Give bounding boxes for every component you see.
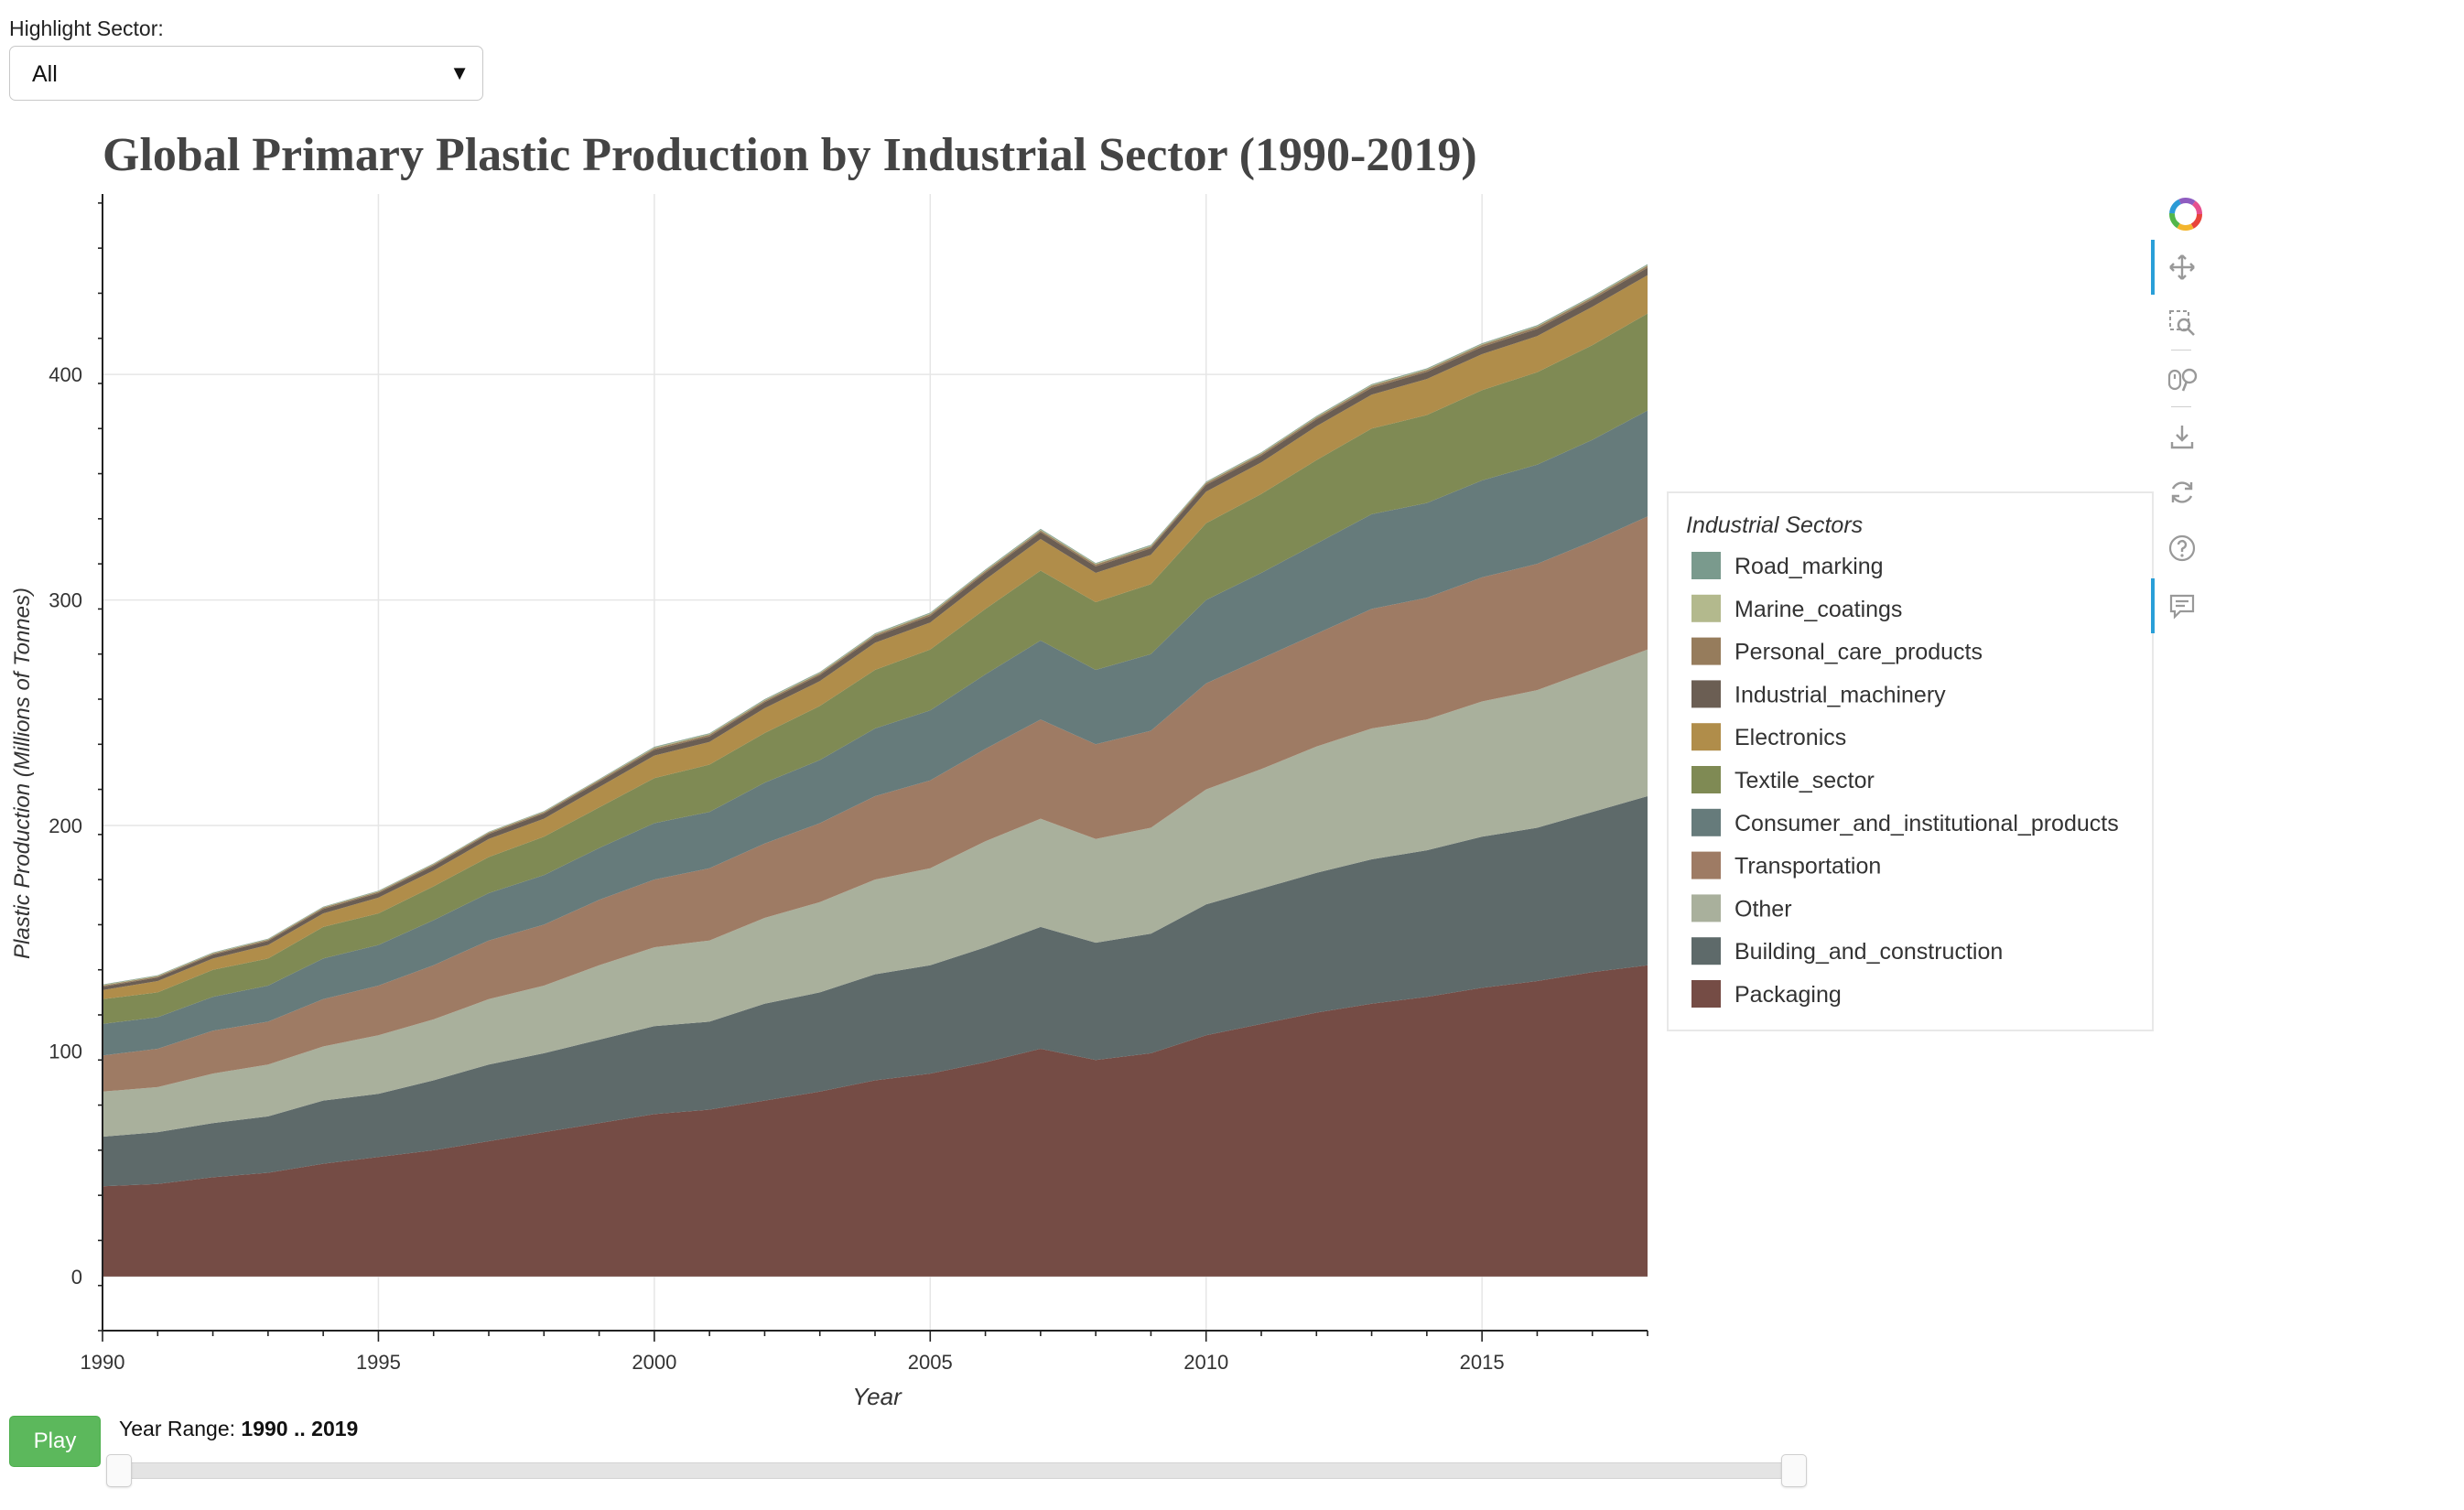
- year-range-caption: Year Range:: [119, 1417, 236, 1440]
- help-icon: [2168, 534, 2196, 562]
- legend-swatch: [1691, 766, 1721, 793]
- highlight-sector-label: Highlight Sector:: [9, 16, 164, 40]
- legend-item-personal-care-products[interactable]: Personal_care_products: [1691, 637, 1983, 665]
- save-icon: [2170, 426, 2194, 449]
- y-tick-label: 400: [49, 363, 82, 386]
- slider-handle-start[interactable]: [106, 1454, 132, 1487]
- wheel-zoom-tool[interactable]: [2151, 352, 2206, 404]
- y-tick-label: 300: [49, 589, 82, 612]
- legend-item-electronics[interactable]: Electronics: [1691, 723, 1846, 751]
- legend-box: [1667, 491, 2154, 1031]
- area-other[interactable]: [103, 649, 1648, 1138]
- legend-item-consumer-and-institutional-products[interactable]: Consumer_and_institutional_products: [1691, 808, 2119, 836]
- hover-tool[interactable]: [2151, 578, 2206, 633]
- box-zoom-tool[interactable]: [2151, 296, 2206, 347]
- save-tool[interactable]: [2151, 409, 2206, 460]
- chart-title: Global Primary Plastic Production by Ind…: [103, 129, 1477, 181]
- legend-item-packaging[interactable]: Packaging: [1691, 980, 1842, 1008]
- plot-area[interactable]: [103, 264, 1648, 1277]
- x-tick-label: 1995: [356, 1351, 401, 1374]
- legend-label: Building_and_construction: [1735, 939, 2003, 965]
- bokeh-logo-icon[interactable]: [2151, 183, 2206, 234]
- year-range-slider[interactable]: [106, 1454, 1807, 1487]
- legend-item-road-marking[interactable]: Road_marking: [1691, 552, 1884, 579]
- legend-item-industrial-machinery[interactable]: Industrial_machinery: [1691, 680, 1946, 708]
- legend-swatch: [1691, 980, 1721, 1008]
- legend-item-textile-sector[interactable]: Textile_sector: [1691, 766, 1875, 793]
- legend-item-building-and-construction[interactable]: Building_and_construction: [1691, 937, 2003, 965]
- year-range-value: 1990 .. 2019: [241, 1417, 359, 1440]
- x-tick-label: 2000: [632, 1351, 676, 1374]
- highlight-sector-value: All: [32, 61, 58, 87]
- legend-label: Packaging: [1735, 982, 1842, 1008]
- legend-swatch: [1691, 594, 1721, 622]
- y-tick-label: 100: [49, 1040, 82, 1062]
- legend-swatch: [1691, 637, 1721, 665]
- legend-label: Personal_care_products: [1735, 640, 1983, 665]
- x-tick-label: 1990: [81, 1351, 125, 1374]
- legend-label: Consumer_and_institutional_products: [1735, 811, 2119, 836]
- legend-swatch: [1691, 894, 1721, 922]
- legend-swatch: [1691, 808, 1721, 836]
- dropdown-arrow-icon: ▼: [449, 61, 470, 84]
- reset-tool[interactable]: [2151, 465, 2206, 516]
- play-button[interactable]: Play: [9, 1416, 101, 1467]
- legend-label: Marine_coatings: [1735, 597, 1902, 622]
- legend-label: Road_marking: [1735, 554, 1884, 579]
- y-tick-label: 200: [49, 814, 82, 837]
- legend-label: Other: [1735, 896, 1792, 922]
- legend-item-transportation[interactable]: Transportation: [1691, 851, 1881, 879]
- legend: Industrial Sectors Road_marking Marine_co…: [1667, 491, 2154, 1031]
- pan-icon: [2169, 254, 2195, 280]
- area-consumer-and-institutional-products[interactable]: [103, 410, 1648, 1056]
- legend-swatch: [1691, 937, 1721, 965]
- legend-swatch: [1691, 851, 1721, 879]
- legend-swatch: [1691, 552, 1721, 579]
- chart: Global Primary Plastic Production by Ind…: [10, 129, 2154, 1409]
- x-tick-label: 2015: [1460, 1351, 1505, 1374]
- legend-item-marine-coatings[interactable]: Marine_coatings: [1691, 594, 1902, 622]
- wheel-zoom-icon: [2167, 368, 2198, 392]
- x-axis-label: Year: [852, 1383, 902, 1409]
- reset-icon: [2171, 481, 2193, 503]
- y-axis-label: Plastic Production (Millions of Tonnes): [10, 588, 35, 959]
- x-tick-label: 2005: [908, 1351, 953, 1374]
- axes: 0 100 200 300 400 1990 1995 2000 2005 2010 2015: [49, 194, 1648, 1374]
- year-range-label: Year Range: 1990 .. 2019: [119, 1417, 358, 1441]
- chart-toolbar: [2151, 183, 2215, 641]
- legend-item-other[interactable]: Other: [1691, 894, 1792, 922]
- highlight-sector-select[interactable]: All ▼: [9, 46, 483, 101]
- y-tick-label: 0: [71, 1266, 82, 1289]
- box-zoom-icon: [2169, 310, 2195, 336]
- area-transportation[interactable]: [103, 516, 1648, 1092]
- x-tick-label: 2010: [1183, 1351, 1228, 1374]
- slider-fill: [118, 1463, 1793, 1478]
- slider-handle-end[interactable]: [1781, 1454, 1807, 1487]
- help-tool[interactable]: [2151, 521, 2206, 572]
- legend-label: Transportation: [1735, 854, 1881, 879]
- legend-label: Industrial_machinery: [1735, 682, 1946, 707]
- legend-swatch: [1691, 680, 1721, 708]
- legend-swatch: [1691, 723, 1721, 751]
- legend-label: Textile_sector: [1735, 768, 1875, 793]
- pan-tool[interactable]: [2151, 240, 2206, 295]
- area-building-and-construction[interactable]: [103, 796, 1648, 1187]
- area-packaging[interactable]: [103, 965, 1648, 1277]
- hover-icon: [2169, 594, 2195, 620]
- legend-title: Industrial Sectors: [1686, 512, 1863, 538]
- legend-label: Electronics: [1735, 725, 1846, 750]
